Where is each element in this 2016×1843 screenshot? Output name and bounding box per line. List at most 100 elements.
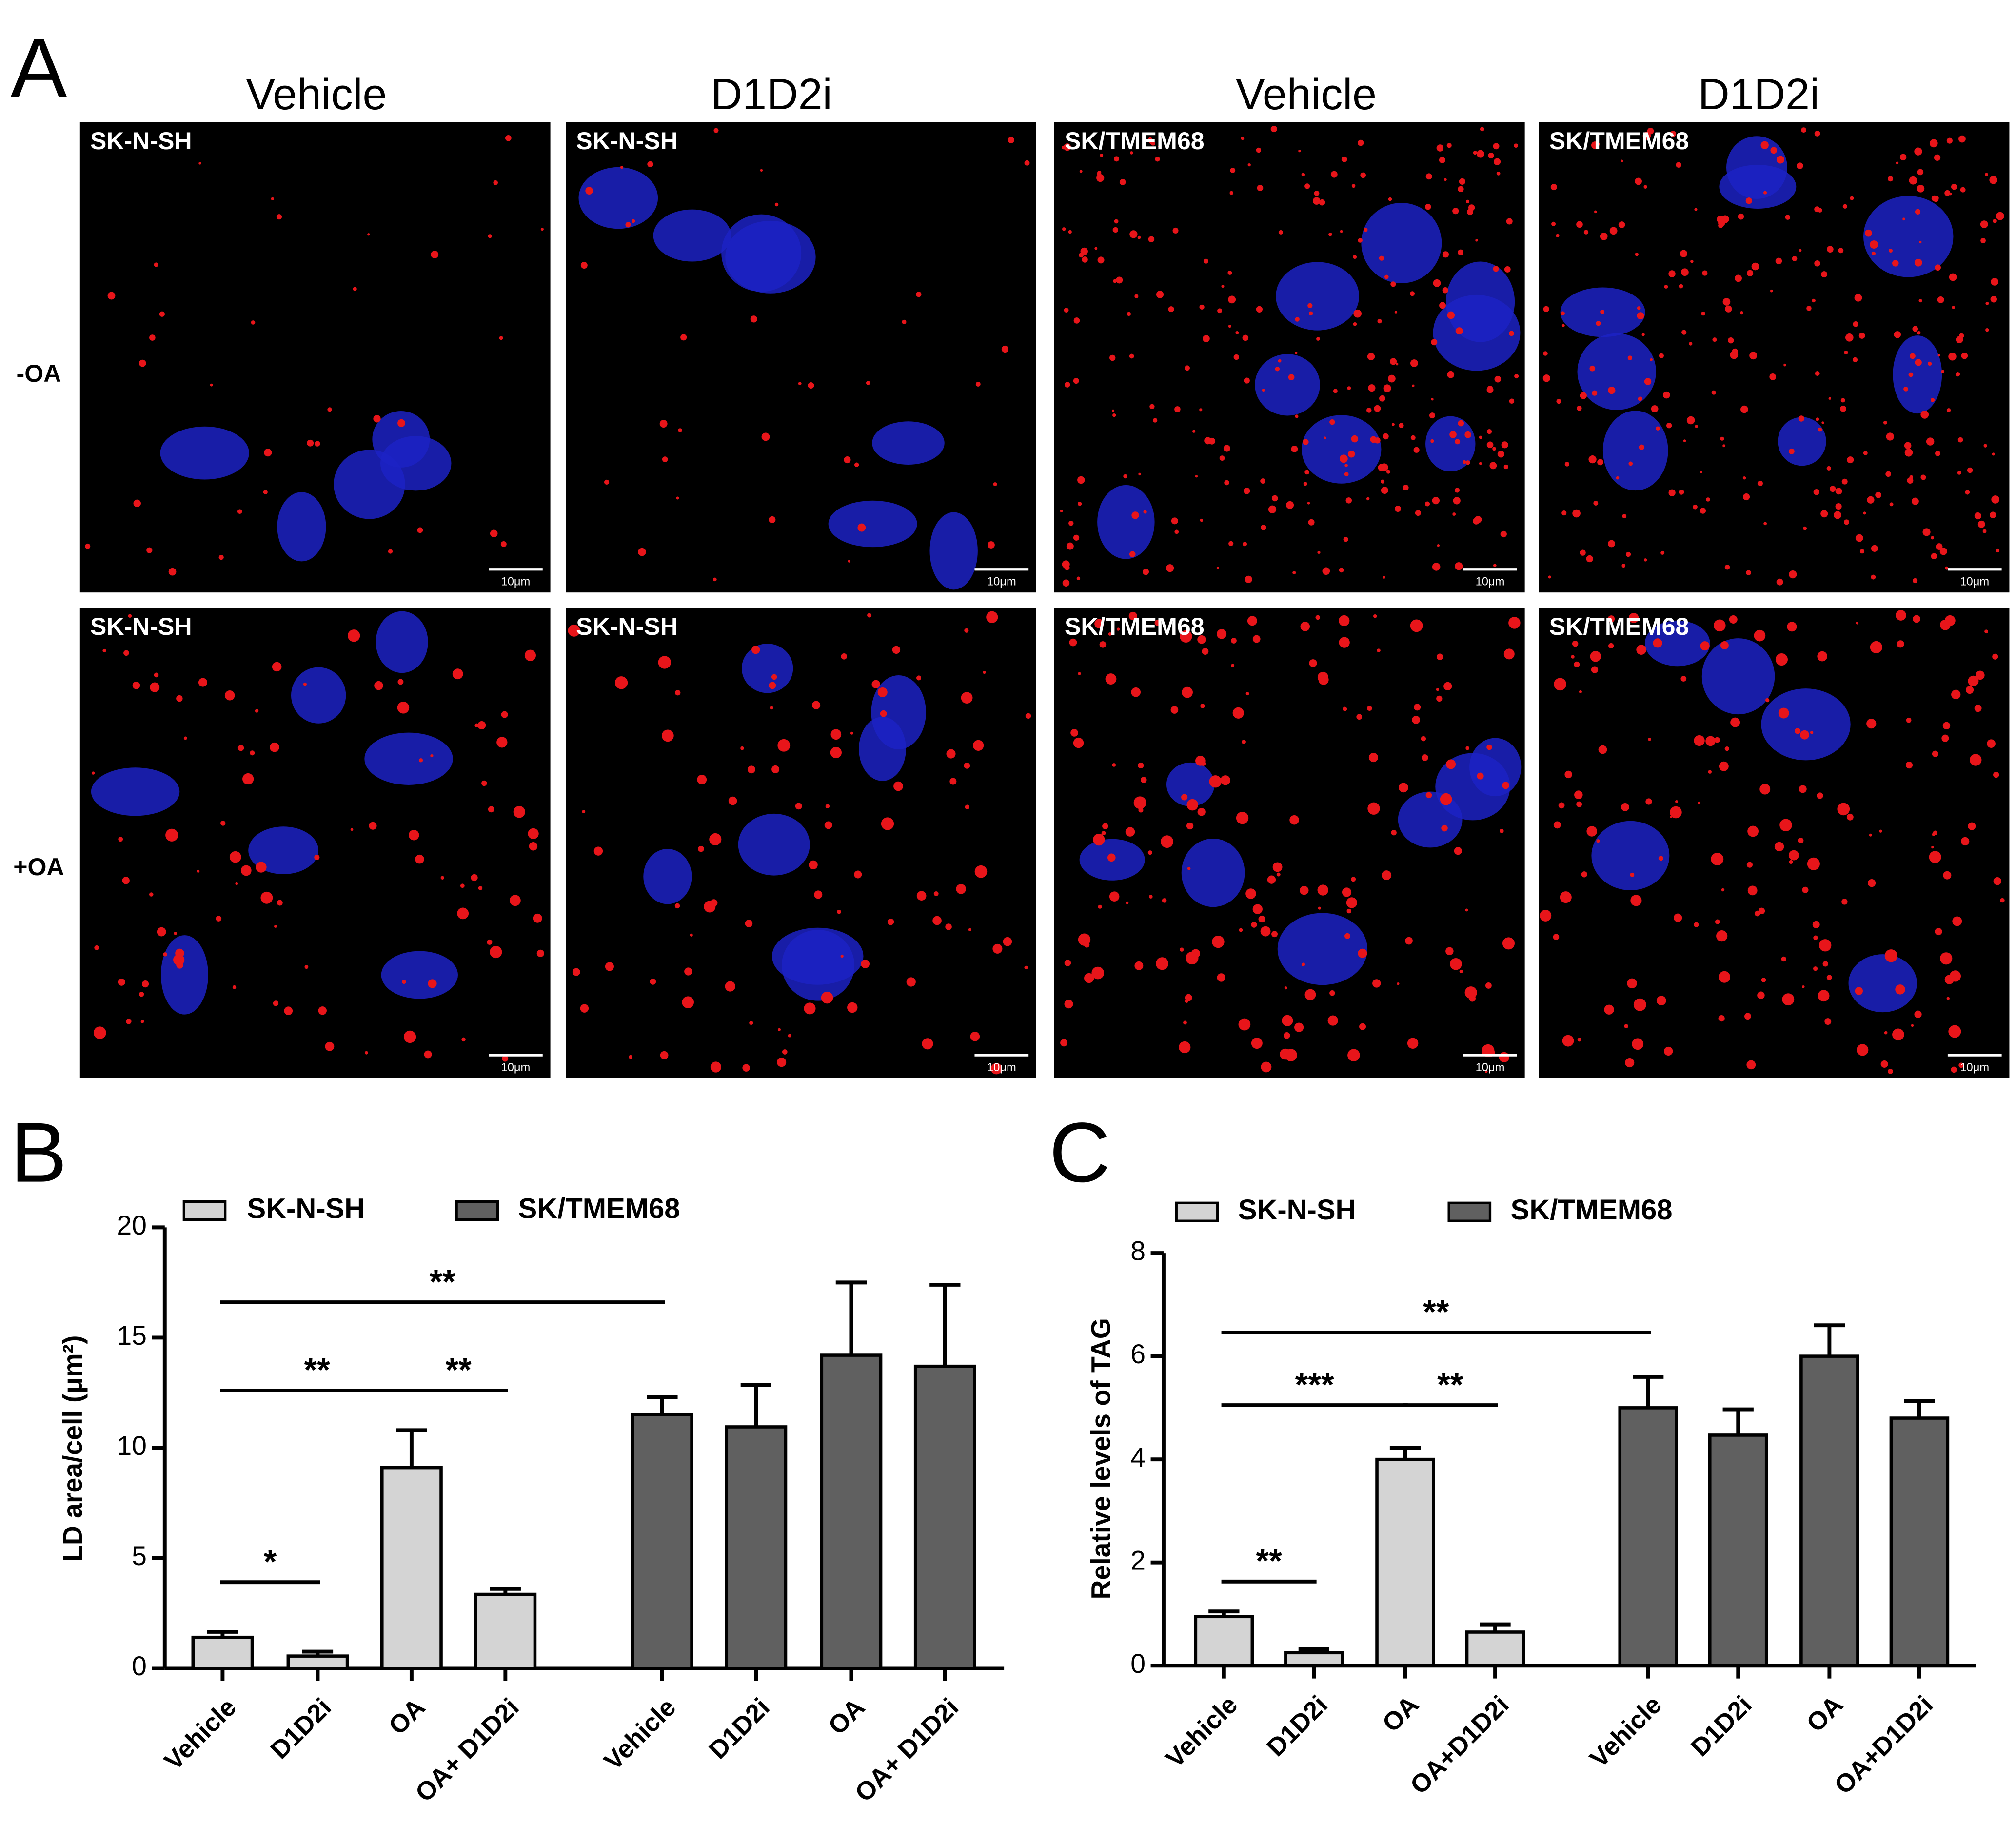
lipid-droplet xyxy=(1131,511,1139,519)
lipid-droplet xyxy=(1782,993,1795,1006)
lipid-droplet xyxy=(237,509,242,514)
lipid-droplet xyxy=(1203,335,1210,342)
lipid-droplet xyxy=(1166,564,1174,572)
lipid-droplet xyxy=(1896,161,1899,164)
lipid-droplet xyxy=(1627,978,1637,989)
lipid-droplet xyxy=(593,846,603,856)
lipid-droplet xyxy=(1514,143,1518,148)
lipid-droplet xyxy=(1880,1060,1888,1068)
lipid-droplet xyxy=(1475,239,1478,242)
lipid-droplet xyxy=(350,828,354,831)
legend-label: SK/TMEM68 xyxy=(518,1193,680,1224)
lipid-droplet xyxy=(1493,143,1500,150)
lipid-droplet xyxy=(1798,415,1805,422)
lipid-droplet xyxy=(568,624,580,637)
lipid-droplet xyxy=(1905,762,1913,769)
lipid-droplet xyxy=(1917,169,1924,176)
lipid-droplet xyxy=(1431,398,1434,401)
lipid-droplet xyxy=(825,804,830,808)
lipid-droplet xyxy=(418,758,423,763)
lipid-droplet xyxy=(1429,412,1435,419)
lipid-droplet xyxy=(1694,208,1698,211)
lipid-droplet xyxy=(1077,502,1082,506)
scale-bar-label: 10μm xyxy=(1476,1061,1505,1074)
lipid-droplet xyxy=(1391,830,1397,836)
lipid-droplet xyxy=(1252,904,1263,914)
lipid-droplet xyxy=(983,671,986,674)
lipid-droplet xyxy=(1436,695,1443,702)
lipid-droplet xyxy=(1935,451,1941,456)
lipid-droplet xyxy=(235,882,238,885)
lipid-droplet xyxy=(1553,821,1561,829)
nucleus xyxy=(248,826,319,874)
lipid-droplet xyxy=(1228,325,1231,328)
lipid-droplet xyxy=(1889,502,1894,507)
lipid-droplet xyxy=(1879,829,1882,833)
lipid-droplet xyxy=(1637,312,1644,320)
lipid-droplet xyxy=(662,456,668,462)
lipid-droplet xyxy=(1828,397,1831,400)
lipid-droplet xyxy=(461,1037,466,1042)
lipid-droplet xyxy=(1722,444,1726,448)
lipid-droplet xyxy=(1675,800,1679,804)
lipid-droplet xyxy=(1241,137,1245,140)
lipid-droplet xyxy=(1278,230,1283,235)
lipid-droplet xyxy=(1944,975,1954,984)
lipid-droplet xyxy=(1492,447,1496,451)
lipid-droplet xyxy=(1633,998,1646,1011)
error-bar xyxy=(1633,1374,1664,1408)
lipid-droplet xyxy=(1473,151,1477,155)
lipid-droplet xyxy=(880,710,887,717)
lipid-droplet xyxy=(777,1028,781,1031)
lipid-droplet xyxy=(1895,984,1905,995)
lipid-droplet xyxy=(1712,337,1717,342)
lipid-droplet xyxy=(1327,1015,1338,1026)
lipid-droplet xyxy=(814,890,823,899)
bar xyxy=(631,1413,693,1670)
lipid-droplet xyxy=(1996,212,2004,220)
lipid-droplet xyxy=(1897,640,1904,648)
lipid-droplet xyxy=(1251,1038,1263,1049)
lipid-droplet xyxy=(1413,447,1420,453)
lipid-droplet xyxy=(1220,775,1230,785)
lipid-droplet xyxy=(1270,126,1277,133)
lipid-droplet xyxy=(1099,641,1107,648)
lipid-droplet xyxy=(1591,141,1599,149)
lipid-droplet xyxy=(1904,449,1913,457)
lipid-droplet xyxy=(1604,1004,1614,1015)
cell-line-label: SK-N-SH xyxy=(576,613,678,640)
lipid-droplet xyxy=(861,960,870,968)
nucleus xyxy=(1848,954,1917,1013)
lipid-droplet xyxy=(487,939,493,945)
lipid-droplet xyxy=(1127,312,1131,316)
lipid-droplet xyxy=(1200,704,1205,708)
lipid-droplet xyxy=(1318,906,1321,910)
lipid-droplet xyxy=(1838,248,1844,254)
lipid-droplet xyxy=(1949,273,1957,281)
lipid-droplet xyxy=(1509,331,1514,336)
lipid-droplet xyxy=(1503,648,1515,660)
lipid-droplet xyxy=(1477,772,1484,780)
lipid-droplet xyxy=(1842,204,1848,209)
lipid-droplet xyxy=(367,233,370,236)
lipid-droplet xyxy=(1143,510,1147,514)
lipid-droplet xyxy=(477,721,486,730)
lipid-droplet xyxy=(1643,185,1647,189)
lipid-droplet xyxy=(1690,259,1694,263)
lipid-droplet xyxy=(1480,127,1484,132)
lipid-droplet xyxy=(174,932,177,935)
lipid-droplet xyxy=(690,933,693,937)
lipid-droplet xyxy=(1586,826,1597,837)
lipid-droplet xyxy=(1433,279,1441,287)
lipid-droplet xyxy=(771,765,780,773)
lipid-droplet xyxy=(1564,462,1570,467)
lipid-droplet xyxy=(1884,1031,1888,1035)
error-bar xyxy=(647,1395,678,1415)
nucleus xyxy=(1276,262,1360,331)
nucleus xyxy=(1469,738,1522,797)
lipid-droplet xyxy=(1064,1000,1073,1009)
lipid-droplet xyxy=(1382,870,1392,881)
lipid-droplet xyxy=(1779,819,1792,832)
lipid-droplet xyxy=(1452,512,1456,516)
lipid-droplet xyxy=(1915,209,1921,215)
